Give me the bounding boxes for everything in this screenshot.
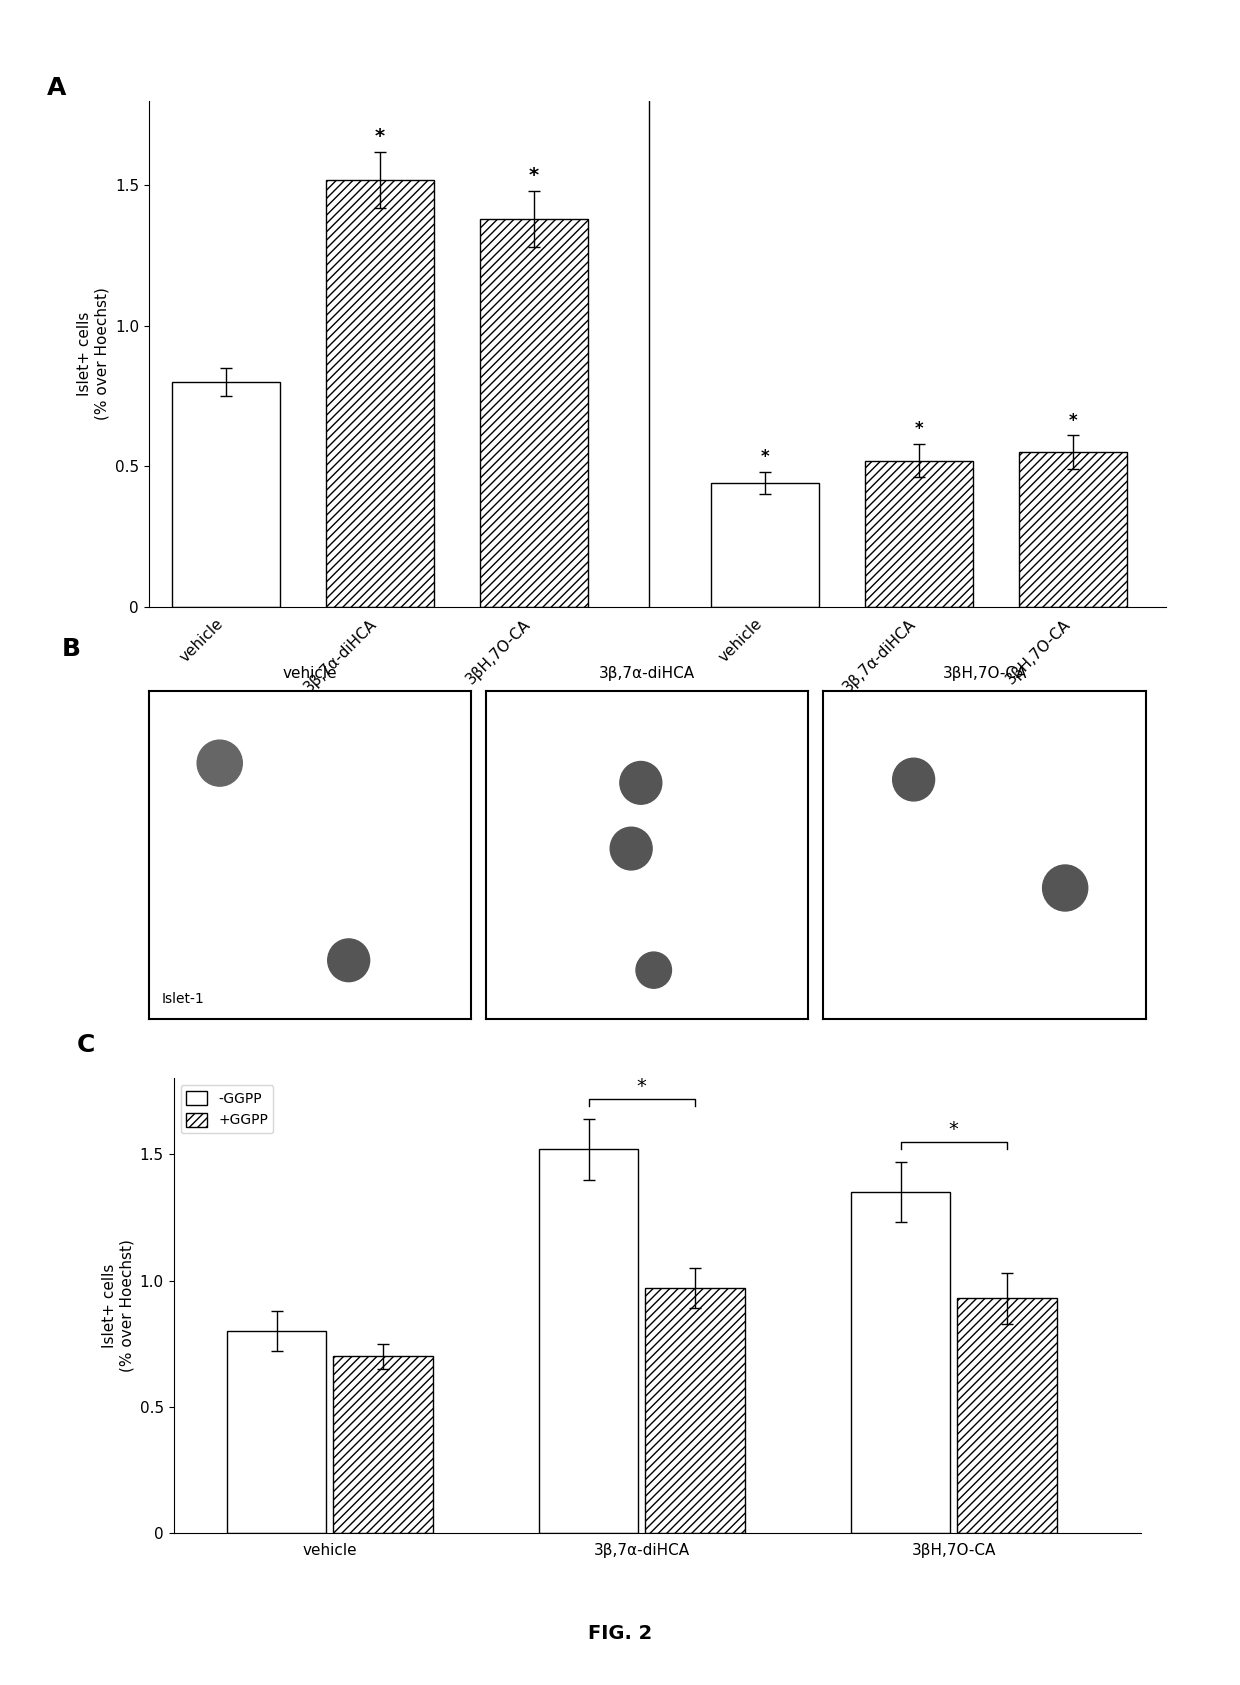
Bar xyxy=(332,1356,433,1533)
Text: *: * xyxy=(915,420,924,438)
Text: *: * xyxy=(949,1121,959,1139)
Circle shape xyxy=(1043,864,1087,912)
Legend: -GGPP, +GGPP: -GGPP, +GGPP xyxy=(181,1085,274,1132)
Text: *: * xyxy=(374,126,384,147)
Text: *: * xyxy=(760,448,769,467)
Bar xyxy=(172,382,280,607)
Circle shape xyxy=(893,758,935,800)
Text: Islet-1: Islet-1 xyxy=(161,992,205,1006)
Bar xyxy=(538,1149,639,1533)
Text: *: * xyxy=(529,167,539,185)
Bar xyxy=(480,219,588,607)
Text: *: * xyxy=(1069,411,1078,430)
Bar xyxy=(645,1289,744,1533)
Text: B: B xyxy=(62,637,81,661)
Circle shape xyxy=(610,827,652,869)
Circle shape xyxy=(197,740,242,787)
Text: A: A xyxy=(47,76,67,99)
Bar xyxy=(851,1193,951,1533)
Bar xyxy=(1019,452,1127,607)
Text: vehicle: vehicle xyxy=(283,666,337,681)
Text: 3βH,7O-CA: 3βH,7O-CA xyxy=(942,666,1027,681)
Circle shape xyxy=(327,939,370,982)
Text: 3β,7α-diHCA: 3β,7α-diHCA xyxy=(599,666,696,681)
Bar xyxy=(227,1331,326,1533)
Text: C: C xyxy=(77,1033,95,1056)
Bar xyxy=(957,1297,1056,1533)
Bar xyxy=(326,180,434,607)
Bar xyxy=(711,484,818,607)
Circle shape xyxy=(620,762,662,804)
Y-axis label: Islet+ cells
(% over Hoechst): Islet+ cells (% over Hoechst) xyxy=(77,288,109,420)
Y-axis label: Islet+ cells
(% over Hoechst): Islet+ cells (% over Hoechst) xyxy=(102,1240,134,1372)
Circle shape xyxy=(636,952,672,987)
Text: FIG. 2: FIG. 2 xyxy=(588,1624,652,1643)
Bar xyxy=(866,460,973,607)
Text: wt: wt xyxy=(370,696,389,714)
Text: *: * xyxy=(636,1077,646,1095)
Text: Lxrα-/-β-/-: Lxrα-/-β-/- xyxy=(878,696,960,714)
